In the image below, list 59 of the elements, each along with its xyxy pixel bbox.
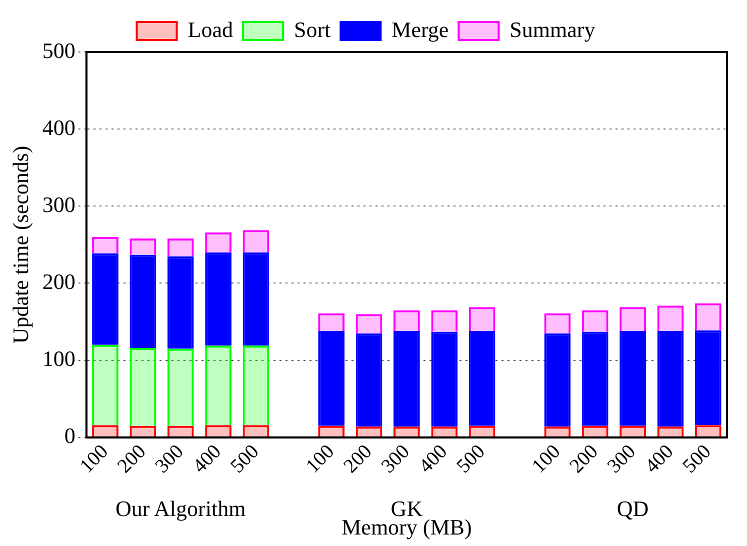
legend-label: Load — [188, 16, 233, 42]
x-tick-label: 200 — [339, 440, 376, 478]
bar — [544, 426, 571, 437]
x-tick-label: 100 — [76, 440, 112, 478]
text: Our Algorithm — [116, 496, 246, 522]
bar — [167, 426, 194, 437]
x-tick-label: 300 — [603, 440, 640, 478]
bar — [318, 313, 345, 332]
y-tick-label: 400 — [42, 114, 76, 140]
legend-label: Summary — [510, 16, 596, 42]
bar — [394, 310, 420, 332]
bar — [657, 306, 684, 332]
legend-label: Merge — [392, 16, 449, 42]
x-tick-label: 100 — [528, 440, 565, 478]
y-axis-title: Update time (seconds) — [8, 146, 33, 344]
bar — [431, 310, 458, 332]
x-tick-label: 200 — [566, 440, 602, 478]
x-tick-label: 100 — [302, 440, 339, 478]
y-tick-label: 300 — [42, 192, 76, 217]
bar — [205, 425, 232, 437]
bar — [92, 237, 118, 254]
x-tick-label: 200 — [113, 440, 150, 478]
x-tick-label: 500 — [678, 440, 716, 478]
x-tick-label: 300 — [151, 440, 188, 478]
y-tick-label: 0 — [64, 423, 76, 448]
bar — [582, 310, 608, 332]
x-tick-label: 400 — [414, 440, 452, 478]
y-tick-label: 100 — [42, 346, 76, 372]
bar — [694, 303, 722, 330]
bar — [356, 314, 382, 334]
text: GK — [390, 496, 423, 522]
legend-label: Sort — [294, 16, 331, 42]
bar — [318, 426, 345, 437]
bar — [130, 426, 156, 437]
x-tick-label: 500 — [226, 440, 264, 478]
bar — [394, 426, 420, 437]
bar — [544, 313, 571, 334]
text: QD — [616, 496, 649, 522]
bar — [694, 425, 722, 437]
y-tick-label: 500 — [42, 38, 76, 63]
x-tick-label: 400 — [640, 440, 678, 478]
bar — [242, 425, 270, 437]
bar — [657, 426, 684, 437]
bar — [468, 307, 496, 332]
y-tick-label: 200 — [42, 269, 76, 294]
bar — [431, 426, 458, 437]
bar — [242, 230, 270, 252]
bar — [582, 426, 608, 437]
x-tick-label: 500 — [452, 440, 490, 478]
bar — [468, 426, 496, 437]
bar — [130, 238, 156, 255]
x-tick-label: 300 — [377, 440, 414, 478]
x-tick-label: 400 — [188, 440, 226, 478]
bar — [620, 307, 646, 332]
bar — [356, 426, 382, 437]
bar — [92, 425, 118, 437]
bar — [167, 238, 194, 256]
bar — [205, 232, 232, 252]
bar — [620, 426, 646, 437]
